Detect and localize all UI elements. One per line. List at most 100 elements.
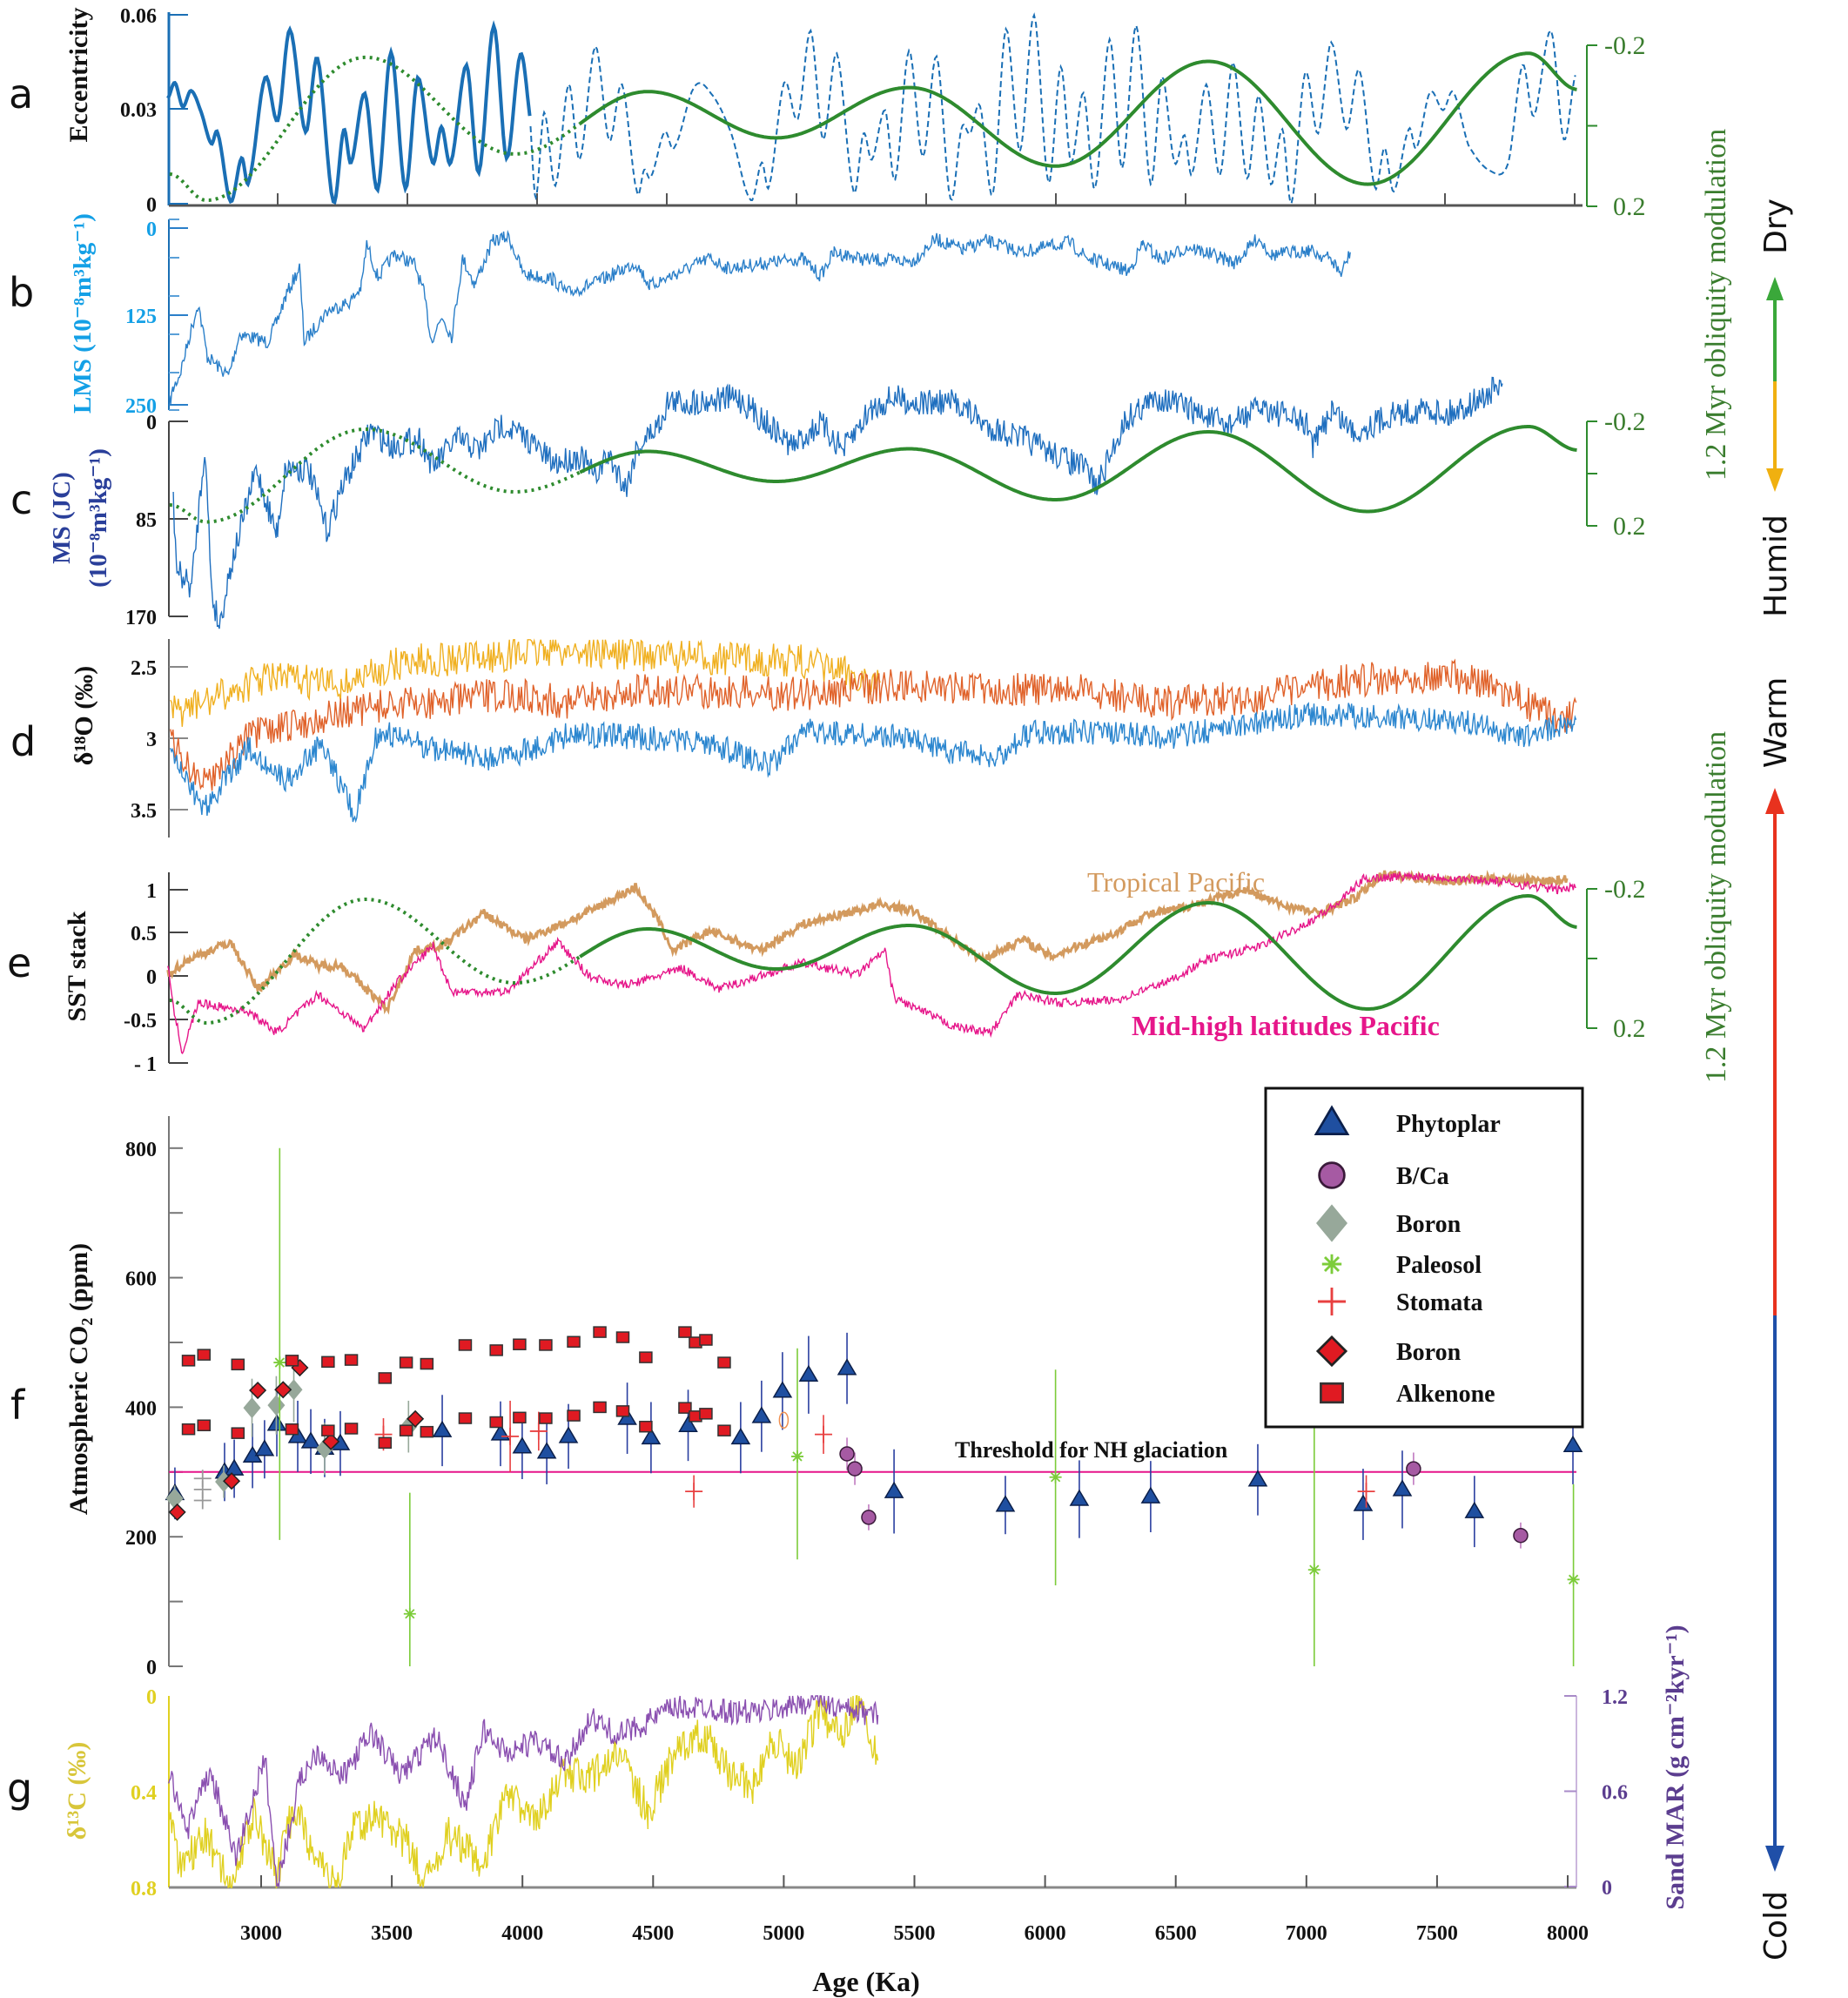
co2-point-triangle xyxy=(730,1427,751,1445)
co2-point-square xyxy=(458,1412,473,1424)
co2-point-plus xyxy=(685,1483,703,1501)
x-tick-label: 4000 xyxy=(501,1922,543,1945)
y-label-ms: MS (JC) xyxy=(48,472,76,564)
co2-point-triangle xyxy=(254,1439,275,1456)
dry-label: Dry xyxy=(1758,198,1794,254)
y-tick-label: 0 xyxy=(146,1657,157,1679)
legend-label: Paleosol xyxy=(1396,1252,1482,1279)
y-label-eccentricity: Eccentricity xyxy=(64,8,93,143)
co2-point-square xyxy=(615,1405,630,1417)
co2-point-plus xyxy=(529,1422,548,1440)
legend-marker-diamond-gray xyxy=(1315,1204,1347,1242)
eccentricity-line-solid xyxy=(166,20,532,205)
co2-point-diamond-gray xyxy=(243,1397,261,1419)
obliquity-tick-label: 0.2 xyxy=(1613,192,1646,221)
y-tick-label: 0.03 xyxy=(120,99,157,122)
y-tick-label: 200 xyxy=(125,1527,157,1550)
text-layer: a b c d e f g Eccentricity LMS (10⁻⁸m³kg… xyxy=(7,8,1794,1997)
co2-point-square xyxy=(639,1351,653,1363)
co2-point-triangle xyxy=(1247,1470,1268,1487)
co2-point-square xyxy=(593,1401,607,1414)
y-tick-label-right: 0 xyxy=(1602,1877,1612,1900)
co2-point-square xyxy=(539,1412,553,1424)
co2-point-asterisk xyxy=(1049,1470,1062,1483)
co2-point-triangle xyxy=(678,1415,698,1432)
co2-point-square xyxy=(699,1334,713,1346)
co2-point-triangle xyxy=(1562,1435,1583,1453)
legend-label: Boron xyxy=(1396,1339,1462,1366)
legend-box xyxy=(1264,1086,1584,1429)
threshold-label: Threshold for NH glaciation xyxy=(955,1437,1228,1463)
co2-point-square xyxy=(717,1356,731,1369)
y-tick-label: 0 xyxy=(146,219,157,241)
y-label-d18o: δ¹⁸O (‰) xyxy=(70,666,98,765)
co2-point-square xyxy=(678,1326,692,1338)
co2-point-plus xyxy=(815,1425,833,1443)
co2-point-triangle xyxy=(1392,1479,1413,1497)
co2-point-square xyxy=(321,1424,335,1436)
legend-label: Phytoplar xyxy=(1396,1111,1501,1138)
obliquity-line-solid-c xyxy=(579,425,1577,514)
y-tick-label: 125 xyxy=(125,306,157,328)
co2-point-square xyxy=(399,1424,413,1436)
co2-point-square xyxy=(344,1423,359,1435)
x-tick-label: 5000 xyxy=(763,1922,804,1945)
co2-point-diamond-gray xyxy=(165,1488,184,1510)
co2-point-triangle xyxy=(751,1406,772,1423)
co2-point-triangle xyxy=(224,1458,245,1476)
legend-marker-square xyxy=(1320,1382,1344,1404)
y-tick-label: 0 xyxy=(146,966,157,989)
obliquity-line-solid-e xyxy=(579,894,1577,1011)
legend-marker-diamond-red xyxy=(1315,1335,1348,1368)
y-tick-label-right: 0.6 xyxy=(1602,1782,1628,1805)
co2-point-asterisk xyxy=(791,1450,804,1463)
co2-point-triangle xyxy=(837,1358,857,1376)
x-tick-label: 6000 xyxy=(1025,1922,1066,1945)
co2-point-triangle xyxy=(1464,1501,1485,1518)
co2-point-ellipse-orange xyxy=(778,1411,790,1430)
panel-label-g: g xyxy=(7,1765,32,1812)
axes-layer: 0.060.030-0.20.20125250085170-0.20.22.53… xyxy=(120,5,1646,1945)
d18o-orange-line xyxy=(170,658,1577,791)
panel-label-e: e xyxy=(7,939,31,986)
obliquity-line-solid-a xyxy=(579,51,1577,186)
co2-point-plus xyxy=(1357,1483,1375,1501)
co2-point-circle xyxy=(1513,1527,1529,1544)
co2-point-square xyxy=(420,1357,434,1370)
cold-label: Cold xyxy=(1758,1891,1794,1961)
obliquity-line-dotted-c xyxy=(169,427,581,524)
co2-point-square xyxy=(539,1339,553,1351)
x-tick-label: 3500 xyxy=(371,1922,413,1945)
co2-point-diamond-red xyxy=(407,1409,425,1428)
x-tick-label: 3000 xyxy=(240,1922,282,1945)
co2-point-square xyxy=(593,1326,607,1338)
co2-point-circle xyxy=(1406,1461,1421,1477)
y-tick-label: 2.5 xyxy=(131,657,157,680)
co2-point-triangle xyxy=(300,1431,321,1449)
co2-point-square xyxy=(699,1408,713,1420)
panel-label-a: a xyxy=(9,71,33,118)
co2-point-triangle xyxy=(1069,1489,1090,1506)
legend-label: Stomata xyxy=(1396,1289,1483,1316)
co2-point-square xyxy=(639,1420,653,1433)
y-tick-label-left: 0.8 xyxy=(131,1878,157,1900)
co2-point-square xyxy=(285,1355,299,1367)
y-tick-label: 3.5 xyxy=(131,800,157,823)
obliquity-tick-label: -0.2 xyxy=(1604,31,1646,60)
warm-arrow-icon xyxy=(1765,788,1784,814)
y-label-sst: SST stack xyxy=(63,911,91,1021)
d18o-yellow-line xyxy=(170,638,881,727)
x-axis-label: Age (Ka) xyxy=(812,1966,920,1997)
co2-point-diamond-red xyxy=(274,1381,292,1399)
co2-point-triangle xyxy=(536,1442,557,1459)
co2-point-triangle xyxy=(512,1436,533,1454)
co2-point-circle xyxy=(847,1461,863,1477)
co2-point-square xyxy=(420,1425,434,1438)
y-tick-label: -0.5 xyxy=(124,1010,157,1033)
co2-point-square xyxy=(678,1402,692,1414)
co2-point-square xyxy=(399,1356,413,1369)
y-tick-label: 0 xyxy=(146,412,157,434)
obliquity-axis-label-top: 1.2 Myr obliquity modulation xyxy=(1700,129,1732,481)
obliquity-tick-label: 0.2 xyxy=(1613,512,1646,541)
legend-marker-circle xyxy=(1318,1161,1346,1189)
